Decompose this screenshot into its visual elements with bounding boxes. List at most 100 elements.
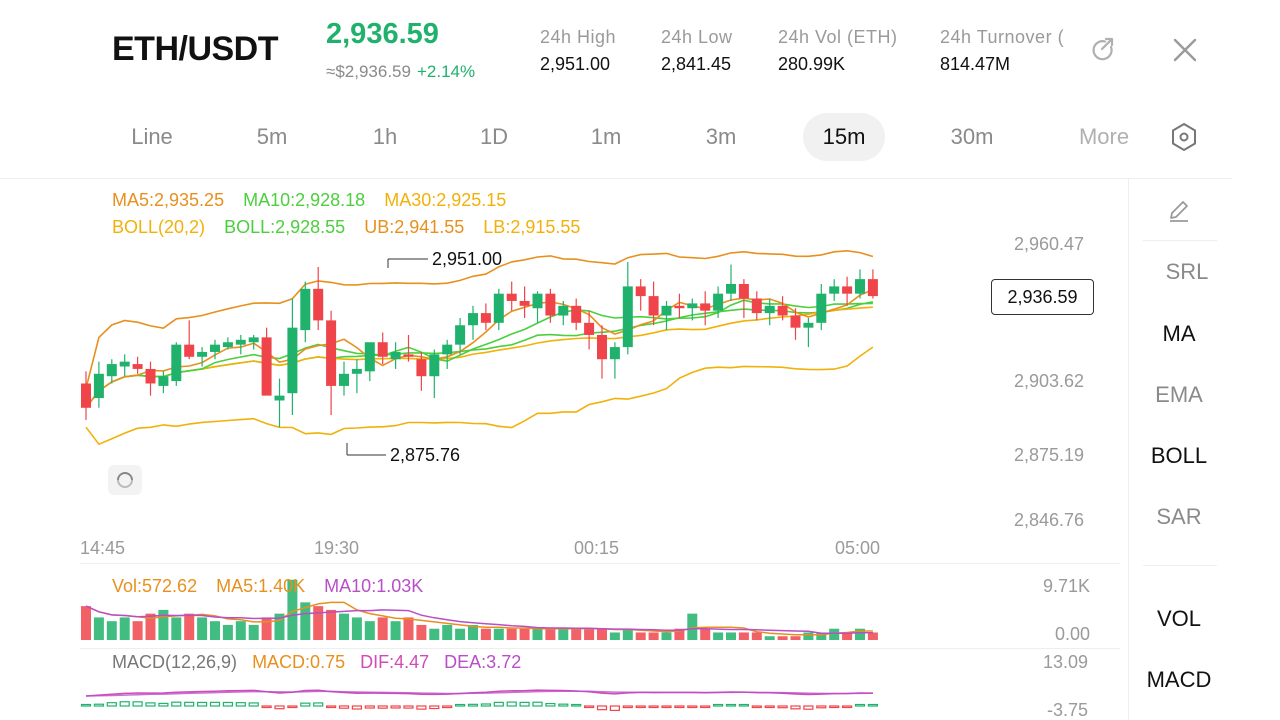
stat-label: 24h High	[540, 27, 617, 47]
volume-bar	[635, 632, 646, 640]
candle-body	[635, 286, 646, 297]
candle-body	[377, 342, 388, 357]
candle-body	[790, 315, 801, 328]
candle-body	[777, 305, 788, 316]
tab-30m[interactable]: 30m	[950, 124, 994, 149]
candle-body	[571, 305, 582, 323]
volume-bar	[248, 624, 259, 640]
volume-bar	[584, 628, 595, 640]
macd-histogram-bar	[609, 705, 621, 712]
side-panel-divider	[1128, 178, 1129, 720]
tab-1m[interactable]: 1m	[590, 124, 622, 149]
close-button[interactable]	[1170, 35, 1200, 65]
volume-bar	[855, 628, 865, 640]
stat-24h-volume: 24h Vol (ETH) 280.99K	[778, 27, 898, 75]
share-icon	[1092, 37, 1114, 61]
candle-body	[313, 288, 324, 321]
volume-bar	[132, 621, 143, 640]
indicator-ema[interactable]: EMA	[1155, 382, 1203, 407]
tab-1d[interactable]: 1D	[479, 124, 509, 149]
candle-body	[184, 344, 195, 357]
volume-bar	[829, 628, 840, 640]
volume-bar	[609, 632, 620, 640]
x-axis-label: 05:00	[835, 538, 881, 558]
vol-divider	[80, 563, 1120, 564]
tab-15m[interactable]: 15m	[803, 113, 885, 161]
boll-legend: BOLL(20,2) BOLL:2,928.55 UB:2,941.55 LB:…	[112, 217, 580, 238]
macd-histogram-bar	[274, 705, 285, 710]
candle-body	[93, 373, 104, 399]
candle-body	[713, 293, 724, 311]
candlestick-chart[interactable]	[0, 178, 1128, 720]
volume-bar	[622, 628, 633, 640]
candle-body	[661, 305, 672, 316]
indicator-sar[interactable]: SAR	[1156, 504, 1202, 529]
y-axis-label: 2,875.19	[1014, 445, 1085, 465]
volume-bar	[558, 628, 569, 640]
macd-histogram-bar	[287, 705, 298, 709]
volume-bar	[803, 632, 814, 640]
volume-bar	[261, 617, 272, 640]
high-pointer-line	[387, 258, 428, 268]
stat-label: 24h Vol (ETH)	[778, 27, 898, 47]
macd-value: MACD:0.75	[252, 652, 346, 672]
macd-histogram-bar	[661, 705, 672, 709]
candle-body	[687, 303, 698, 309]
macd-histogram-bar	[326, 705, 337, 709]
macd-histogram-bar	[854, 703, 866, 707]
macd-histogram-bar	[725, 703, 737, 707]
macd-histogram-bar	[622, 705, 633, 709]
volume-bar	[339, 613, 349, 640]
candle-body	[558, 305, 569, 316]
tab-5m[interactable]: 5m	[256, 124, 288, 149]
tab-3m[interactable]: 3m	[705, 124, 737, 149]
x-axis-label: 00:15	[574, 538, 620, 558]
volume-bar	[119, 617, 130, 640]
candle-body	[829, 286, 840, 294]
volume-bar	[519, 628, 530, 640]
candle-body	[816, 293, 827, 323]
last-price: 2,936.59	[326, 18, 439, 50]
tab-1h[interactable]: 1h	[372, 124, 398, 149]
volume-bar	[713, 632, 724, 640]
indicator-boll[interactable]: BOLL	[1150, 443, 1208, 468]
volume-bar	[390, 621, 401, 640]
change-percent: +2.14%	[416, 62, 476, 81]
ma10-legend: MA10:2,928.18	[243, 190, 366, 210]
candle-body	[119, 361, 130, 367]
macd-histogram-bar	[700, 705, 711, 709]
low-pointer-line	[346, 443, 386, 456]
share-button[interactable]	[1088, 35, 1118, 65]
volume-bar	[648, 632, 659, 640]
macd-histogram-bar	[313, 702, 324, 707]
volume-bar	[313, 606, 324, 640]
volume-bar	[790, 636, 801, 640]
volume-bar	[738, 632, 749, 640]
tab-more[interactable]: More	[1078, 124, 1130, 149]
candle-body	[867, 279, 878, 297]
volume-bar	[687, 613, 698, 640]
indicator-ma[interactable]: MA	[1162, 321, 1196, 346]
macd-histogram-bar	[429, 705, 440, 710]
volume-bar	[351, 617, 362, 640]
dif-value: DIF:4.47	[360, 652, 430, 672]
volume-bar	[364, 621, 375, 640]
indicator-srl[interactable]: SRL	[1165, 259, 1209, 284]
volume-bar	[442, 624, 453, 640]
tab-line[interactable]: Line	[131, 124, 173, 149]
macd-histogram-bar	[209, 701, 221, 707]
volume-bar	[597, 628, 607, 640]
ma-legend: MA5:2,935.25 MA10:2,928.18 MA30:2,925.15	[112, 190, 506, 211]
indicator-macd[interactable]: MACD	[1146, 667, 1212, 692]
indicator-vol[interactable]: VOL	[1156, 606, 1202, 631]
draw-tool-button[interactable]	[1129, 197, 1229, 231]
candle-body	[132, 364, 143, 369]
macd-y-min: -3.75	[1047, 700, 1089, 720]
chart-settings-button[interactable]	[1168, 121, 1200, 153]
high-marker-label: 2,951.00	[432, 249, 503, 269]
vol-y-min: 0.00	[1055, 624, 1091, 644]
macd-histogram-bar	[841, 705, 853, 709]
close-icon	[1173, 38, 1197, 62]
volume-bar	[480, 628, 491, 640]
macd-histogram-bar	[132, 701, 143, 707]
